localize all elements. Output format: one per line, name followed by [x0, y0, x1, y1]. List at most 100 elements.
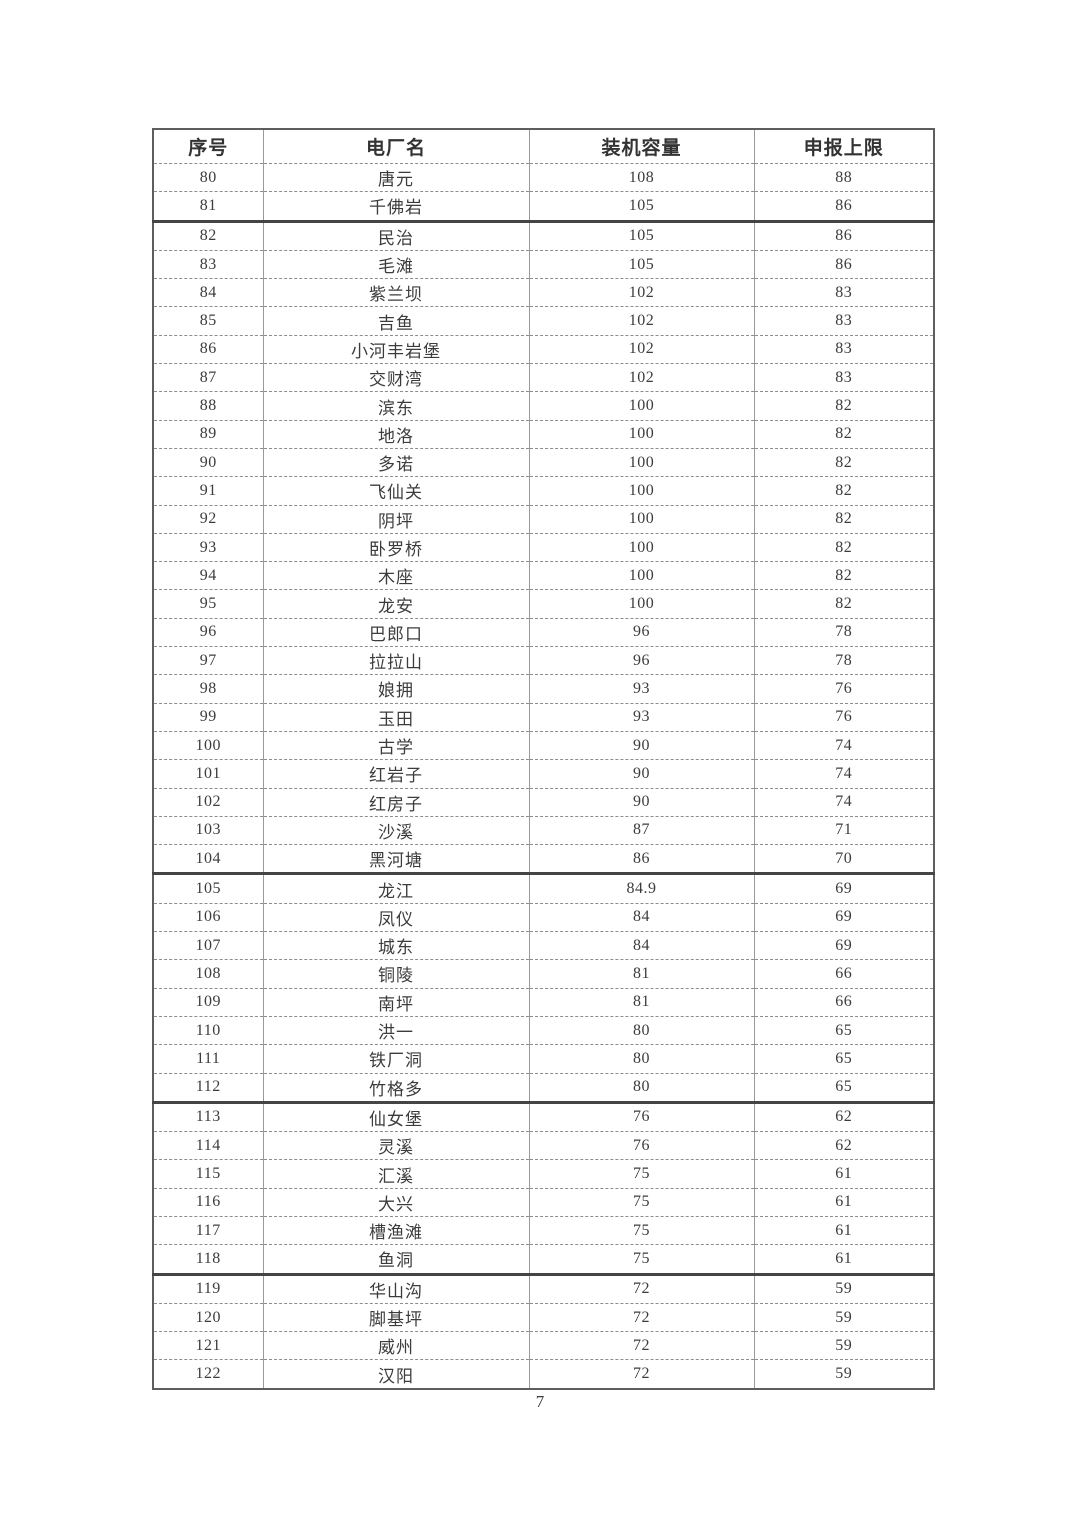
- installed-capacity-cell: 72: [529, 1303, 755, 1333]
- table-row: 95 龙安 100 82: [153, 589, 934, 619]
- plant-name-cell: 鱼洞: [263, 1244, 530, 1276]
- table-row: 114 灵溪 76 62: [153, 1131, 934, 1161]
- declaration-limit-cell: 83: [754, 278, 934, 308]
- declaration-limit-cell: 83: [754, 363, 934, 393]
- table-row: 106 凤仪 84 69: [153, 903, 934, 933]
- serial-number-cell: 86: [153, 335, 264, 365]
- serial-number-cell: 120: [153, 1303, 264, 1333]
- serial-number-cell: 97: [153, 646, 264, 676]
- table-row: 117 槽渔滩 75 61: [153, 1216, 934, 1246]
- installed-capacity-cell: 100: [529, 589, 755, 619]
- plant-name-cell: 玉田: [263, 703, 530, 732]
- serial-number-cell: 117: [153, 1216, 264, 1246]
- installed-capacity-cell: 81: [529, 988, 755, 1017]
- table-row: 111 铁厂洞 80 65: [153, 1044, 934, 1074]
- installed-capacity-cell: 80: [529, 1016, 755, 1046]
- table-row: 107 城东 84 69: [153, 931, 934, 961]
- declaration-limit-cell: 82: [754, 420, 934, 449]
- plant-name-cell: 交财湾: [263, 363, 530, 393]
- plant-name-cell: 拉拉山: [263, 646, 530, 676]
- table-row: 87 交财湾 102 83: [153, 363, 934, 393]
- serial-number-cell: 81: [153, 191, 264, 223]
- plant-name-cell: 紫兰坝: [263, 278, 530, 308]
- serial-number-cell: 100: [153, 731, 264, 761]
- declaration-limit-cell: 78: [754, 618, 934, 648]
- installed-capacity-cell: 75: [529, 1159, 755, 1189]
- table-row: 119 华山沟 72 59: [153, 1274, 934, 1304]
- table-row: 89 地洛 100 82: [153, 420, 934, 449]
- serial-number-cell: 111: [153, 1044, 264, 1074]
- serial-number-cell: 112: [153, 1073, 264, 1104]
- declaration-limit-cell: 65: [754, 1044, 934, 1074]
- serial-number-cell: 118: [153, 1244, 264, 1276]
- table-header-row: 序号 电厂名 装机容量 申报上限: [153, 129, 934, 164]
- plant-name-cell: 地洛: [263, 420, 530, 449]
- installed-capacity-cell: 102: [529, 363, 755, 393]
- installed-capacity-cell: 80: [529, 1044, 755, 1074]
- installed-capacity-cell: 72: [529, 1359, 755, 1390]
- serial-number-cell: 99: [153, 703, 264, 732]
- plants-table: 序号 电厂名 装机容量 申报上限 80 唐元 108 88 81 千佛岩 105…: [152, 128, 935, 1390]
- serial-number-cell: 96: [153, 618, 264, 648]
- table-row: 96 巴郎口 96 78: [153, 618, 934, 648]
- table-row: 112 竹格多 80 65: [153, 1073, 934, 1104]
- serial-number-cell: 102: [153, 788, 264, 817]
- column-header-declaration-limit: 申报上限: [754, 129, 934, 164]
- serial-number-cell: 109: [153, 988, 264, 1017]
- table-row: 108 铜陵 81 66: [153, 959, 934, 989]
- serial-number-cell: 107: [153, 931, 264, 961]
- declaration-limit-cell: 82: [754, 589, 934, 619]
- table-row: 91 飞仙关 100 82: [153, 476, 934, 506]
- plant-name-cell: 洪一: [263, 1016, 530, 1046]
- installed-capacity-cell: 75: [529, 1216, 755, 1246]
- table-row: 110 洪一 80 65: [153, 1016, 934, 1046]
- table-row: 103 沙溪 87 71: [153, 816, 934, 846]
- table-row: 100 古学 90 74: [153, 731, 934, 761]
- serial-number-cell: 89: [153, 420, 264, 449]
- declaration-limit-cell: 76: [754, 674, 934, 704]
- installed-capacity-cell: 80: [529, 1073, 755, 1104]
- plant-name-cell: 木座: [263, 561, 530, 591]
- installed-capacity-cell: 76: [529, 1131, 755, 1161]
- installed-capacity-cell: 100: [529, 533, 755, 563]
- table-row: 122 汉阳 72 59: [153, 1359, 934, 1390]
- page-number: 7: [535, 1392, 545, 1411]
- plant-name-cell: 红房子: [263, 788, 530, 817]
- declaration-limit-cell: 59: [754, 1359, 934, 1390]
- plant-name-cell: 飞仙关: [263, 476, 530, 506]
- declaration-limit-cell: 88: [754, 163, 934, 193]
- plant-name-cell: 脚基坪: [263, 1303, 530, 1333]
- installed-capacity-cell: 87: [529, 816, 755, 846]
- installed-capacity-cell: 105: [529, 250, 755, 280]
- table-row: 118 鱼洞 75 61: [153, 1244, 934, 1276]
- plant-name-cell: 龙安: [263, 589, 530, 619]
- serial-number-cell: 101: [153, 759, 264, 789]
- table-row: 99 玉田 93 76: [153, 703, 934, 732]
- installed-capacity-cell: 84: [529, 931, 755, 961]
- serial-number-cell: 103: [153, 816, 264, 846]
- serial-number-cell: 82: [153, 221, 264, 251]
- installed-capacity-cell: 90: [529, 788, 755, 817]
- plant-name-cell: 卧罗桥: [263, 533, 530, 563]
- installed-capacity-cell: 102: [529, 335, 755, 365]
- serial-number-cell: 90: [153, 448, 264, 478]
- plant-name-cell: 龙江: [263, 873, 530, 904]
- installed-capacity-cell: 75: [529, 1244, 755, 1276]
- installed-capacity-cell: 84: [529, 903, 755, 933]
- table-row: 121 威州 72 59: [153, 1331, 934, 1361]
- declaration-limit-cell: 61: [754, 1244, 934, 1276]
- table-row: 84 紫兰坝 102 83: [153, 278, 934, 308]
- declaration-limit-cell: 86: [754, 191, 934, 223]
- declaration-limit-cell: 82: [754, 476, 934, 506]
- declaration-limit-cell: 83: [754, 306, 934, 336]
- declaration-limit-cell: 82: [754, 448, 934, 478]
- serial-number-cell: 84: [153, 278, 264, 308]
- serial-number-cell: 88: [153, 391, 264, 421]
- declaration-limit-cell: 82: [754, 505, 934, 534]
- plant-name-cell: 竹格多: [263, 1073, 530, 1104]
- table-row: 90 多诺 100 82: [153, 448, 934, 478]
- serial-number-cell: 85: [153, 306, 264, 336]
- installed-capacity-cell: 108: [529, 163, 755, 193]
- table-row: 94 木座 100 82: [153, 561, 934, 591]
